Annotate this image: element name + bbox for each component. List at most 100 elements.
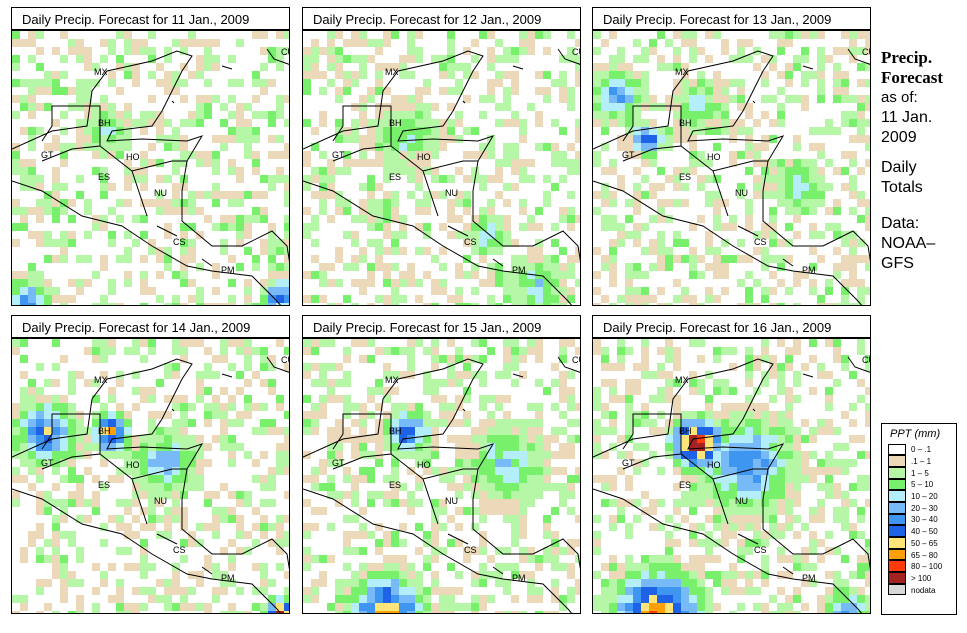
precip-cell bbox=[327, 451, 335, 459]
precip-cell bbox=[697, 587, 705, 595]
precip-cell bbox=[479, 111, 487, 119]
precip-cell bbox=[729, 427, 737, 435]
precip-cell bbox=[276, 151, 284, 159]
precip-cell bbox=[60, 111, 68, 119]
precip-cell bbox=[28, 175, 36, 183]
precip-cell bbox=[447, 215, 455, 223]
precip-cell bbox=[761, 347, 769, 355]
precip-cell bbox=[503, 443, 511, 451]
precip-cell bbox=[84, 87, 92, 95]
precip-cell bbox=[28, 111, 36, 119]
precip-cell bbox=[609, 515, 617, 523]
precip-cell bbox=[713, 79, 721, 87]
precip-cell bbox=[609, 239, 617, 247]
precip-cell bbox=[359, 31, 367, 39]
precip-cell bbox=[36, 239, 44, 247]
precip-cell bbox=[92, 435, 100, 443]
precip-cell bbox=[140, 215, 148, 223]
precip-cell bbox=[689, 387, 697, 395]
precip-cell bbox=[769, 223, 777, 231]
precip-cell bbox=[148, 515, 156, 523]
legend-title: PPT (mm) bbox=[890, 428, 941, 440]
precip-cell bbox=[375, 435, 383, 443]
precip-cell bbox=[180, 135, 188, 143]
precip-cell bbox=[156, 79, 164, 87]
precip-cell bbox=[519, 127, 527, 135]
precip-cell bbox=[849, 435, 857, 443]
precip-cell bbox=[601, 183, 609, 191]
precip-cell bbox=[809, 263, 817, 271]
precip-cell bbox=[471, 355, 479, 363]
precip-cell bbox=[825, 159, 833, 167]
precip-cell bbox=[479, 403, 487, 411]
precip-cell bbox=[212, 395, 220, 403]
precip-cell bbox=[276, 459, 284, 467]
precip-cell bbox=[303, 63, 311, 71]
precip-cell bbox=[212, 151, 220, 159]
precip-cell bbox=[769, 435, 777, 443]
precip-cell bbox=[559, 595, 567, 603]
precip-cell bbox=[471, 263, 479, 271]
precip-cell bbox=[244, 395, 252, 403]
precip-cell bbox=[575, 279, 580, 287]
legend-swatch bbox=[888, 525, 906, 537]
precip-cell bbox=[180, 435, 188, 443]
precip-cell bbox=[415, 279, 423, 287]
precip-cell bbox=[108, 451, 116, 459]
precip-cell bbox=[407, 371, 415, 379]
precip-cell bbox=[212, 167, 220, 175]
precip-cell bbox=[44, 239, 52, 247]
precip-cell bbox=[52, 403, 60, 411]
precip-cell bbox=[423, 159, 431, 167]
precip-cell bbox=[673, 175, 681, 183]
precip-cell bbox=[487, 419, 495, 427]
precip-cell bbox=[785, 419, 793, 427]
precip-cell bbox=[52, 295, 60, 303]
precip-cell bbox=[689, 427, 697, 435]
precip-cell bbox=[303, 347, 311, 355]
precip-cell bbox=[12, 279, 20, 287]
precip-cell bbox=[335, 279, 343, 287]
precip-cell bbox=[673, 135, 681, 143]
precip-cell bbox=[276, 111, 284, 119]
precip-cell bbox=[519, 507, 527, 515]
precip-cell bbox=[359, 199, 367, 207]
precip-cell bbox=[276, 271, 284, 279]
precip-cell bbox=[212, 199, 220, 207]
precip-cell bbox=[431, 571, 439, 579]
precip-cell bbox=[601, 223, 609, 231]
precip-cell bbox=[721, 571, 729, 579]
precip-cell bbox=[383, 207, 391, 215]
precip-cell bbox=[116, 475, 124, 483]
precip-cell bbox=[415, 499, 423, 507]
precip-cell bbox=[212, 403, 220, 411]
precip-cell bbox=[793, 435, 801, 443]
precip-cell bbox=[108, 183, 116, 191]
precip-cell bbox=[220, 143, 228, 151]
coastline bbox=[303, 356, 580, 613]
precip-cell bbox=[303, 159, 311, 167]
precip-cell bbox=[276, 547, 284, 555]
precip-cell bbox=[367, 175, 375, 183]
precip-cell bbox=[745, 547, 753, 555]
precip-cell bbox=[172, 467, 180, 475]
precip-cell bbox=[399, 71, 407, 79]
precip-cell bbox=[471, 579, 479, 587]
precip-cell bbox=[737, 603, 745, 611]
precip-cell bbox=[244, 611, 252, 613]
precip-cell bbox=[44, 427, 52, 435]
precip-cell bbox=[212, 491, 220, 499]
precip-cell bbox=[625, 295, 633, 303]
precip-cell bbox=[857, 279, 865, 287]
precip-cell bbox=[841, 491, 849, 499]
precip-cell bbox=[601, 499, 609, 507]
precip-cell bbox=[673, 55, 681, 63]
precip-cell bbox=[236, 79, 244, 87]
precip-cell bbox=[375, 263, 383, 271]
precip-cell bbox=[817, 555, 825, 563]
precip-cell bbox=[431, 531, 439, 539]
precip-cell bbox=[196, 451, 204, 459]
precip-cell bbox=[575, 119, 580, 127]
precip-cell bbox=[673, 603, 681, 611]
precip-cell bbox=[673, 379, 681, 387]
